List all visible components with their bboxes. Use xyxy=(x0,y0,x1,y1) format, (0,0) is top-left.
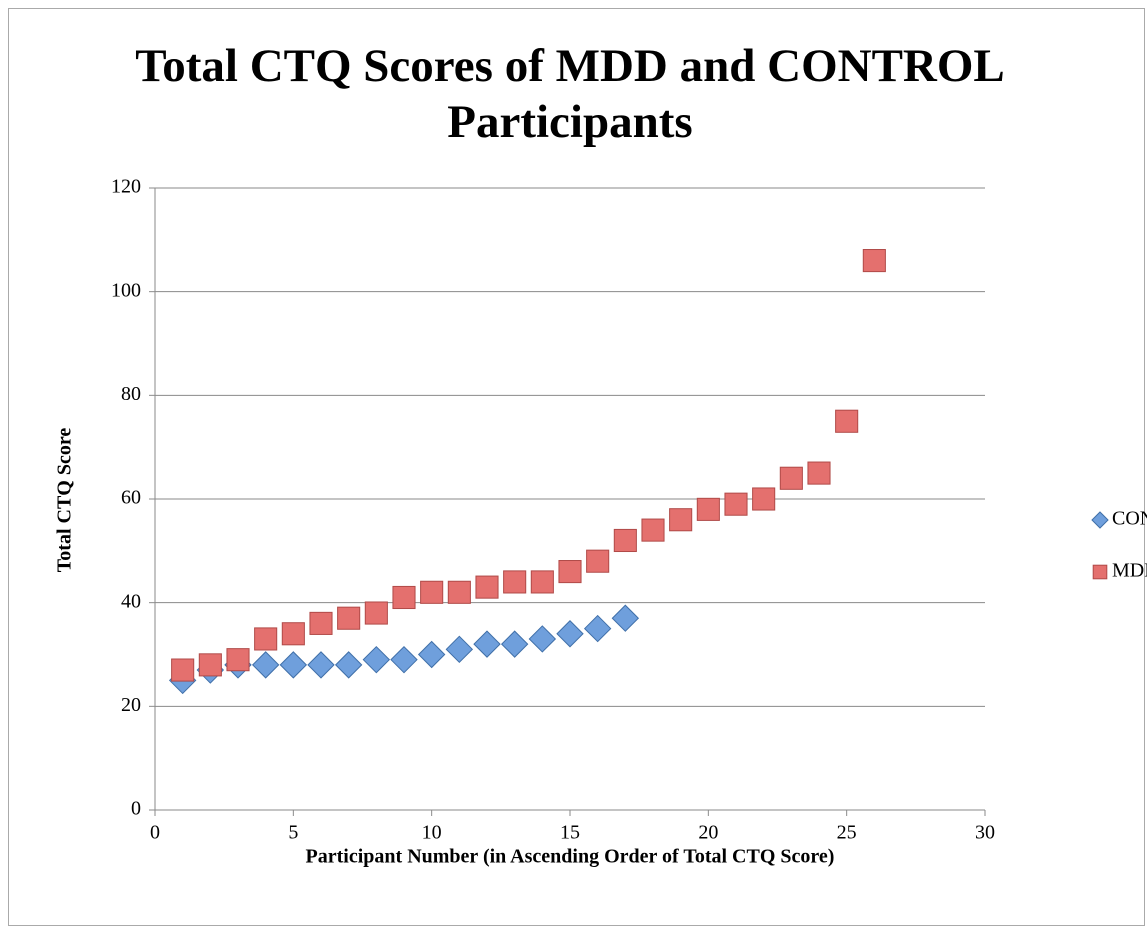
square-marker xyxy=(281,622,305,646)
square-marker xyxy=(392,585,416,610)
square-marker xyxy=(558,560,582,584)
x-tick-label: 30 xyxy=(975,822,995,844)
x-tick-label: 5 xyxy=(288,822,298,844)
square-marker xyxy=(198,653,222,677)
diamond-marker xyxy=(251,651,280,679)
square-marker xyxy=(669,508,693,532)
y-axis-label: Total CTQ Score xyxy=(54,428,76,573)
x-tick-label: 0 xyxy=(150,822,160,844)
square-marker xyxy=(641,518,665,542)
y-tick-label: 80 xyxy=(121,383,141,405)
diamond-marker xyxy=(473,630,501,658)
square-marker xyxy=(226,648,250,672)
x-tick-label: 10 xyxy=(422,822,442,844)
y-tick-label: 60 xyxy=(121,487,141,509)
square-marker xyxy=(724,492,748,516)
y-tick-label: 100 xyxy=(111,279,141,301)
diamond-marker xyxy=(390,645,418,674)
square-marker xyxy=(475,575,499,599)
diamond-marker xyxy=(611,604,640,632)
x-tick-label: 25 xyxy=(837,822,857,844)
square-marker xyxy=(862,249,886,273)
x-tick-label: 20 xyxy=(698,822,718,844)
diamond-marker xyxy=(362,645,391,674)
square-marker xyxy=(337,606,361,630)
square-marker xyxy=(530,570,554,594)
legend-marker xyxy=(1092,564,1108,580)
y-tick-label: 20 xyxy=(121,694,141,716)
square-marker xyxy=(254,627,278,651)
square-marker xyxy=(447,580,471,604)
square-marker xyxy=(586,549,610,573)
diamond-marker xyxy=(417,640,446,669)
x-axis-label: Participant Number (in Ascending Order o… xyxy=(306,846,835,868)
diamond-marker xyxy=(528,625,557,653)
diamond-marker xyxy=(445,635,474,664)
legend-label: CON xyxy=(1112,508,1147,530)
square-marker xyxy=(779,466,803,490)
square-marker xyxy=(503,570,527,594)
square-marker xyxy=(807,461,831,485)
chart-frame xyxy=(8,8,1145,926)
square-marker xyxy=(696,497,720,521)
square-marker xyxy=(420,580,444,604)
legend-label: MDD xyxy=(1112,560,1147,582)
diamond-marker xyxy=(583,614,612,643)
x-tick-label: 15 xyxy=(560,822,580,844)
diamond-marker xyxy=(307,651,335,679)
legend-marker xyxy=(1091,511,1109,529)
diamond-marker xyxy=(334,651,363,679)
square-marker xyxy=(309,611,333,635)
square-marker xyxy=(752,487,776,511)
square-marker xyxy=(364,601,388,625)
square-marker xyxy=(171,658,195,682)
diamond-marker xyxy=(556,620,584,648)
chart-title: Total CTQ Scores of MDD and CONTROL Part… xyxy=(135,40,1005,148)
diamond-marker xyxy=(279,651,308,679)
y-tick-label: 120 xyxy=(111,176,141,198)
y-tick-label: 0 xyxy=(131,798,141,820)
diamond-marker xyxy=(500,630,529,658)
square-marker xyxy=(613,528,637,553)
y-tick-label: 40 xyxy=(121,590,141,612)
square-marker xyxy=(835,409,859,433)
